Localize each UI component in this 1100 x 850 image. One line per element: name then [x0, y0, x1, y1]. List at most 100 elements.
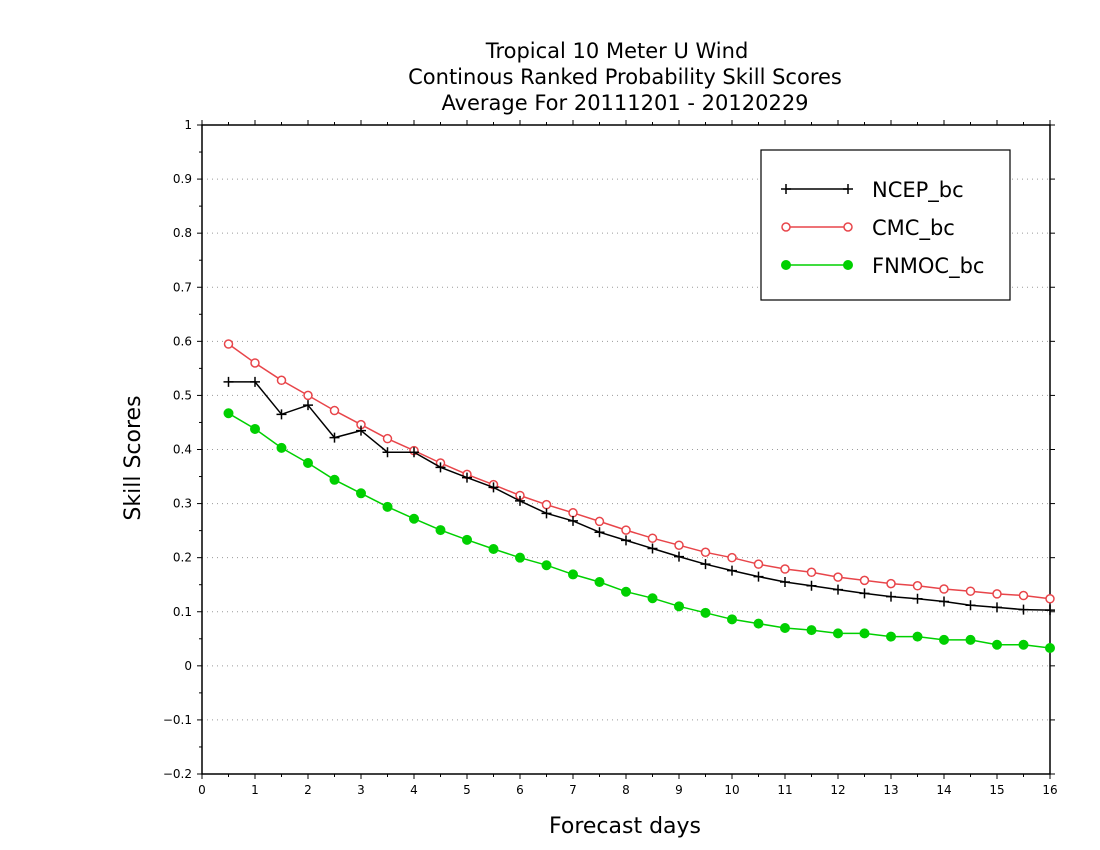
data-point: [250, 376, 260, 387]
data-point: [859, 588, 870, 599]
series-ncep-bc: [223, 376, 1055, 616]
data-point: [965, 586, 976, 596]
y-tick-label: −0.1: [163, 713, 192, 727]
data-point: [780, 564, 790, 574]
data-point: [594, 516, 605, 527]
data-point: [541, 508, 552, 519]
data-point: [886, 578, 896, 589]
x-tick-label: 0: [198, 783, 206, 797]
series-line: [228, 381, 1051, 611]
data-point: [1018, 604, 1029, 615]
data-series: [223, 339, 1055, 653]
data-point: [912, 593, 923, 604]
data-point: [833, 572, 843, 582]
data-point: [568, 569, 578, 580]
legend-box: [760, 149, 1011, 301]
data-point: [843, 260, 853, 270]
data-point: [806, 625, 817, 636]
data-point: [594, 527, 605, 538]
data-point: [1018, 590, 1029, 601]
data-point: [674, 540, 684, 550]
y-tick-label: 0.9: [173, 172, 192, 186]
y-tick-label: 0.6: [173, 334, 192, 348]
y-tick-label: 0.1: [173, 605, 192, 619]
data-point: [647, 543, 658, 554]
data-point: [859, 575, 870, 586]
data-point: [780, 622, 790, 633]
chart-title: Tropical 10 Meter U Wind Continous Ranke…: [408, 39, 842, 115]
x-tick-label: 10: [724, 783, 739, 797]
x-tick-label: 9: [675, 783, 683, 797]
data-point: [515, 495, 525, 506]
data-point: [276, 442, 287, 453]
data-point: [806, 580, 817, 591]
y-tick-label: 0.7: [173, 280, 192, 294]
data-point: [568, 508, 578, 518]
x-tick-label: 15: [989, 783, 1004, 797]
x-tick-label: 12: [830, 783, 845, 797]
x-tick-label: 14: [936, 783, 951, 797]
x-tick-label: 1: [251, 783, 259, 797]
data-point: [382, 447, 393, 458]
data-point: [329, 405, 340, 416]
data-point: [223, 376, 234, 387]
data-point: [594, 577, 605, 588]
data-point: [753, 559, 764, 569]
data-point: [1045, 605, 1055, 616]
data-point: [843, 184, 853, 194]
data-point: [700, 559, 711, 570]
chart-title-line-2: Continous Ranked Probability Skill Score…: [408, 65, 842, 89]
data-point: [727, 565, 737, 576]
legend-item-cmc-bc: CMC_bc: [781, 216, 955, 241]
data-point: [886, 631, 896, 642]
x-tick-label: 16: [1042, 783, 1057, 797]
y-tick-label: 0: [184, 659, 192, 673]
chart-title-line-3: Average For 20111201 - 20120229: [441, 91, 808, 115]
data-point: [912, 581, 923, 591]
data-point: [753, 571, 764, 582]
y-tick-label: −0.2: [163, 767, 192, 781]
data-point: [1045, 594, 1055, 604]
axes: −0.2−0.100.10.20.30.40.50.60.70.80.910 1 2…: [163, 118, 1058, 797]
data-point: [727, 614, 737, 625]
legend-label: NCEP_bc: [872, 178, 964, 203]
data-point: [859, 628, 870, 639]
data-point: [382, 433, 393, 444]
data-point: [674, 601, 684, 612]
data-point: [965, 634, 976, 645]
data-point: [356, 488, 366, 499]
x-tick-label: 2: [304, 783, 312, 797]
data-point: [488, 482, 499, 493]
data-point: [409, 447, 419, 458]
data-point: [329, 432, 340, 443]
data-point: [833, 584, 843, 595]
chart-title-line-1: Tropical 10 Meter U Wind: [485, 39, 749, 63]
legend-label: CMC_bc: [872, 216, 955, 241]
series-line: [228, 412, 1051, 649]
series-fnmoc-bc: [223, 408, 1055, 653]
data-point: [727, 552, 737, 563]
y-axis-label: Skill Scores: [121, 395, 146, 520]
y-tick-label: 1: [184, 118, 192, 132]
data-point: [541, 499, 552, 510]
data-point: [303, 400, 313, 411]
data-point: [409, 513, 419, 524]
data-point: [223, 339, 234, 349]
data-point: [250, 358, 260, 368]
data-point: [647, 593, 658, 604]
x-tick-label: 5: [463, 783, 471, 797]
data-point: [992, 639, 1002, 650]
data-point: [781, 184, 791, 194]
data-point: [886, 591, 896, 602]
data-point: [781, 222, 791, 232]
y-tick-label: 0.4: [173, 443, 192, 457]
data-point: [382, 501, 393, 512]
data-point: [356, 425, 366, 436]
x-tick-label: 3: [357, 783, 365, 797]
y-tick-label: 0.5: [173, 388, 192, 402]
data-point: [780, 577, 790, 588]
x-axis-label: Forecast days: [549, 814, 701, 839]
y-tick-label: 0.2: [173, 551, 192, 565]
series-cmc-bc: [223, 339, 1055, 604]
data-point: [515, 552, 525, 563]
